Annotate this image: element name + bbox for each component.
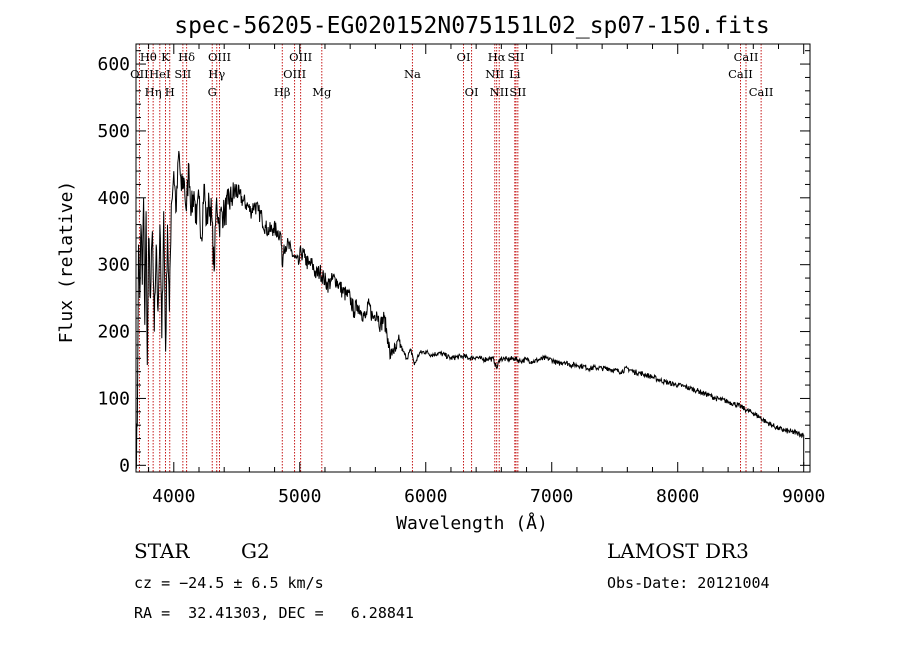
marker-label-15: Na [404,67,421,81]
redshift-velocity: cz = −24.5 ± 6.5 km/s [134,574,324,592]
marker-label-21: Li [509,67,521,81]
marker-label-10: OIII [208,50,231,64]
x-tick-label-5: 9000 [782,486,825,507]
marker-label-6: SII [174,67,191,81]
y-tick-label-0: 0 [119,455,130,476]
x-tick-label-3: 7000 [530,486,573,507]
object-subclass: G2 [241,539,270,563]
plot-frame [135,43,811,473]
y-axis-label: Flux (relative) [56,181,77,344]
marker-label-17: OI [465,85,479,99]
marker-label-26: CaII [749,85,774,99]
y-tick-label-2: 200 [97,322,130,343]
marker-label-22: SII [507,50,524,64]
x-tick-label-4: 8000 [656,486,699,507]
y-axis: 0 100 200 300 400 500 600 [97,50,810,476]
sky-coordinates: RA = 32.41303, DEC = 6.28841 [134,604,414,622]
marker-label-14: Mg [312,85,332,99]
marker-label-19: Hα [488,50,506,64]
marker-label-9: Hγ [208,67,225,81]
x-tick-label-1: 5000 [278,486,321,507]
marker-label-0: OII [130,67,149,81]
marker-label-1: Hθ [140,50,157,64]
chart-title: spec-56205-EG020152N075151L02_sp07-150.f… [174,13,769,39]
marker-label-3: HeI [149,67,170,81]
marker-label-7: Hδ [178,50,195,64]
line-markers [138,44,762,472]
marker-label-12: OIII [283,67,306,81]
marker-label-18: NII [485,67,504,81]
y-tick-label-1: 100 [97,388,130,409]
x-tick-label-2: 6000 [404,486,447,507]
x-axis: 4000 5000 6000 7000 8000 9000 [148,44,825,507]
y-tick-label-4: 400 [97,188,130,209]
line-marker-labels: OII Hθ Hη HeI K H SII Hδ G Hγ OIII Hβ OIII OIII Mg Na OI… [130,50,773,99]
y-tick-label-5: 500 [97,121,130,142]
marker-label-24: CaII [728,67,753,81]
y-tick-label-6: 600 [97,54,130,75]
x-tick-label-0: 4000 [152,486,195,507]
marker-label-2: Hη [145,85,162,99]
marker-label-20: NII [490,85,509,99]
marker-label-5: H [165,85,175,99]
marker-label-4: K [161,50,170,64]
observation-date: Obs-Date: 20121004 [607,574,770,592]
marker-label-8: G [208,85,217,99]
survey-label: LAMOST DR3 [607,539,749,563]
marker-label-23: SII [509,85,526,99]
marker-label-11: Hβ [274,85,291,99]
marker-label-13: OIII [289,50,312,64]
spectrum-line [135,150,805,469]
marker-label-25: CaII [734,50,759,64]
x-axis-label: Wavelength (Å) [396,512,548,534]
marker-label-16: OI [457,50,471,64]
y-tick-label-3: 300 [97,255,130,276]
object-class: STAR [134,539,190,563]
